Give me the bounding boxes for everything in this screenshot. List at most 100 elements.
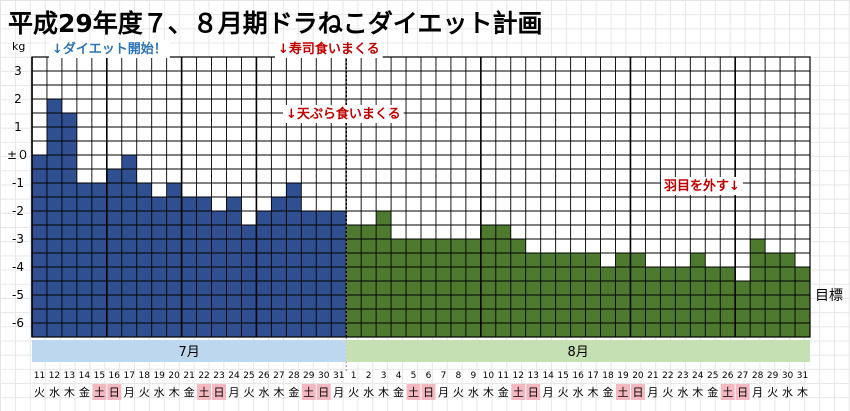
weekend-highlight xyxy=(212,384,226,400)
annotation-sushi: ↓寿司食いまくる xyxy=(278,41,380,57)
annotation-tempura: ↓天ぷら食いまくる xyxy=(286,106,401,122)
day-number: 5 xyxy=(411,371,417,381)
weekday-label: 木 xyxy=(588,386,599,399)
weekday-label: 水 xyxy=(573,386,584,399)
weekday-label: 水 xyxy=(154,386,165,399)
weekday-label: 木 xyxy=(64,386,75,399)
annotation-background xyxy=(283,105,404,123)
day-number: 11 xyxy=(34,371,45,381)
weekday-label: 金 xyxy=(603,385,614,399)
day-number: 19 xyxy=(153,371,165,381)
weekday-label: 水 xyxy=(258,386,269,399)
day-number: 12 xyxy=(49,371,60,381)
weekday-label: 日 xyxy=(528,386,539,399)
weight-bar xyxy=(76,183,92,337)
day-number: 7 xyxy=(441,371,447,381)
day-number: 28 xyxy=(288,371,300,381)
weight-bar xyxy=(121,155,137,337)
y-tick-label: -2 xyxy=(12,204,24,218)
weekend-highlight xyxy=(316,384,331,400)
weekday-label: 日 xyxy=(423,386,434,399)
day-number: 22 xyxy=(198,371,209,381)
weekday-label: 日 xyxy=(214,386,225,399)
day-number: 27 xyxy=(273,371,284,381)
weight-bar xyxy=(465,239,481,337)
day-number: 14 xyxy=(542,371,554,381)
weekday-label: 金 xyxy=(288,385,299,399)
day-number: 25 xyxy=(707,371,718,381)
weekday-label: 土 xyxy=(199,386,210,399)
weekday-label: 金 xyxy=(707,385,718,399)
weight-bar xyxy=(211,211,227,337)
day-number: 11 xyxy=(498,371,509,381)
weekend-highlight xyxy=(526,384,541,400)
page-title: 平成29年度７、８月期ドラねこダイエット計画 xyxy=(8,9,543,38)
month-band xyxy=(32,340,347,362)
day-number: 19 xyxy=(617,371,629,381)
weight-bar xyxy=(750,239,766,337)
weight-bar xyxy=(450,239,466,337)
annotation-let-loose: 羽目を外す↓ xyxy=(664,178,740,194)
weekday-label: 日 xyxy=(632,386,643,399)
weekend-highlight xyxy=(107,384,122,400)
weekday-label: 水 xyxy=(468,386,479,399)
weekday-label: 火 xyxy=(34,386,45,399)
weight-bar xyxy=(660,267,676,337)
day-number: 18 xyxy=(602,371,614,381)
day-number: 13 xyxy=(527,371,538,381)
weekday-label: 土 xyxy=(94,386,105,399)
weekend-highlight xyxy=(197,384,212,400)
day-number: 26 xyxy=(722,371,734,381)
day-number: 18 xyxy=(138,371,150,381)
day-number: 20 xyxy=(632,371,644,381)
day-number: 21 xyxy=(647,371,658,381)
weight-bar xyxy=(675,267,691,337)
y-tick-label: -4 xyxy=(12,260,24,274)
day-number: 31 xyxy=(333,371,344,381)
weight-bar xyxy=(600,267,616,337)
day-number: 21 xyxy=(183,371,194,381)
weight-bar xyxy=(435,239,451,337)
day-number: 28 xyxy=(752,371,764,381)
day-number: 31 xyxy=(797,371,808,381)
day-number: 12 xyxy=(513,371,524,381)
weekday-label: 水 xyxy=(677,386,688,399)
annotation-diet-start: ↓ダイエット開始！ xyxy=(52,41,167,57)
day-number: 8 xyxy=(456,371,462,381)
weekday-label: 木 xyxy=(483,386,494,399)
annotation-background xyxy=(275,40,383,58)
weekday-label: 金 xyxy=(393,385,404,399)
day-number: 24 xyxy=(228,371,240,381)
plot-border xyxy=(31,56,811,338)
weight-bar xyxy=(136,183,152,337)
day-number: 29 xyxy=(767,371,779,381)
weekday-label: 月 xyxy=(647,386,658,399)
day-number: 15 xyxy=(557,371,568,381)
weekend-highlight xyxy=(92,384,107,400)
weight-bar xyxy=(391,239,407,337)
weekday-label: 月 xyxy=(752,386,763,399)
weekday-label: 日 xyxy=(109,386,120,399)
day-number: 27 xyxy=(737,371,748,381)
day-number: 22 xyxy=(662,371,673,381)
weekday-label: 金 xyxy=(184,385,195,399)
day-number: 20 xyxy=(168,371,180,381)
weight-bar xyxy=(91,183,107,337)
day-number: 23 xyxy=(213,371,224,381)
day-number: 29 xyxy=(303,371,315,381)
weekday-label: 月 xyxy=(438,386,449,399)
day-number: 30 xyxy=(782,371,794,381)
day-number: 26 xyxy=(258,371,270,381)
weekend-highlight xyxy=(720,384,735,400)
weekday-label: 水 xyxy=(782,386,793,399)
day-number: 17 xyxy=(587,371,598,381)
day-number: 25 xyxy=(243,371,254,381)
weekend-highlight xyxy=(616,384,630,400)
y-tick-label: -1 xyxy=(12,176,24,190)
weekday-label: 土 xyxy=(722,386,733,399)
weekday-label: 金 xyxy=(79,385,90,399)
weight-bar xyxy=(795,267,810,337)
weight-bar xyxy=(316,211,332,337)
weekday-label: 月 xyxy=(543,386,554,399)
